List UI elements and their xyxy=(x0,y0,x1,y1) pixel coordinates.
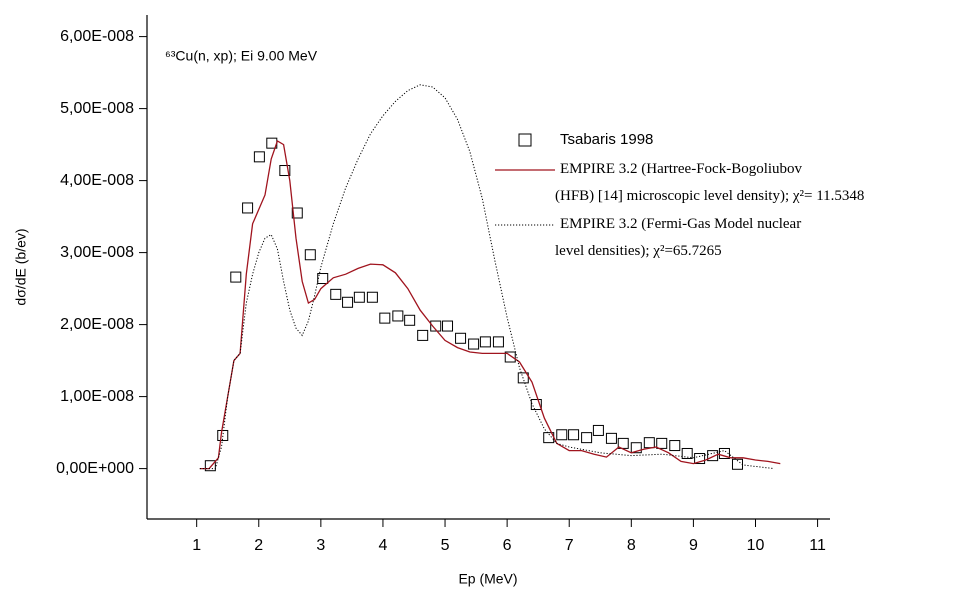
x-tick-label: 3 xyxy=(316,537,325,554)
data-point xyxy=(330,288,342,300)
data-point xyxy=(291,207,303,219)
data-point xyxy=(430,320,442,332)
y-tick-label: 5,00E-008 xyxy=(60,100,134,117)
x-tick-label: 11 xyxy=(809,537,826,554)
data-point xyxy=(279,165,291,177)
annotation: ⁶³Cu(n, xp); Ei 9.00 MeV xyxy=(165,48,318,64)
data-point xyxy=(353,291,365,303)
y-tick-label: 0,00E+000 xyxy=(56,460,134,477)
data-point xyxy=(242,202,254,214)
x-tick-label: 2 xyxy=(254,537,263,554)
data-point xyxy=(392,310,404,322)
x-tick-label: 4 xyxy=(378,537,387,554)
data-point xyxy=(379,312,391,324)
data-point xyxy=(707,450,719,462)
series-line xyxy=(199,140,781,470)
data-point xyxy=(504,351,516,363)
data-point xyxy=(643,437,655,449)
x-axis-label: Ep (MeV) xyxy=(458,571,517,587)
data-point xyxy=(317,273,329,285)
data-point xyxy=(455,332,467,344)
data-point xyxy=(417,329,429,341)
data-point xyxy=(342,296,354,308)
legend-marker xyxy=(518,133,532,147)
data-point xyxy=(669,440,681,452)
data-point xyxy=(681,447,693,459)
data-point xyxy=(630,442,642,454)
data-point xyxy=(718,447,730,459)
data-point xyxy=(442,320,454,332)
y-tick-label: 6,00E-008 xyxy=(60,28,134,45)
y-tick-label: 2,00E-008 xyxy=(60,316,134,333)
legend-entry: EMPIRE 3.2 (Hartree-Fock-Bogoliubov (HFB… xyxy=(555,161,865,204)
data-point xyxy=(694,453,706,465)
data-point xyxy=(404,314,416,326)
data-point xyxy=(492,336,504,348)
data-point xyxy=(568,429,580,441)
x-tick-label: 7 xyxy=(565,537,574,554)
data-point xyxy=(605,432,617,444)
data-point xyxy=(581,432,593,444)
data-point xyxy=(656,437,668,449)
x-tick-label: 6 xyxy=(503,537,512,554)
x-tick-label: 5 xyxy=(441,537,450,554)
legend-entry: Tsabaris 1998 xyxy=(560,131,654,148)
data-point xyxy=(556,429,568,441)
data-point xyxy=(530,399,542,411)
data-point xyxy=(517,372,529,384)
x-tick-label: 10 xyxy=(747,537,765,554)
x-tick-label: 8 xyxy=(627,537,636,554)
x-tick-label: 9 xyxy=(689,537,698,554)
data-point xyxy=(217,429,229,441)
y-tick-label: 1,00E-008 xyxy=(60,388,134,405)
data-point xyxy=(592,424,604,436)
y-tick-label: 3,00E-008 xyxy=(60,244,134,261)
data-point xyxy=(468,338,480,350)
data-point xyxy=(304,249,316,261)
legend-entry: EMPIRE 3.2 (Fermi-Gas Model nuclear leve… xyxy=(555,216,802,259)
data-point xyxy=(253,151,265,163)
y-tick-label: 4,00E-008 xyxy=(60,172,134,189)
series-line xyxy=(199,84,775,470)
data-point xyxy=(479,336,491,348)
data-point xyxy=(230,271,242,283)
y-axis-label: dσ/dE (b/ev) xyxy=(13,228,29,305)
x-tick-label: 1 xyxy=(192,537,201,554)
data-point xyxy=(366,291,378,303)
data-point xyxy=(204,460,216,472)
